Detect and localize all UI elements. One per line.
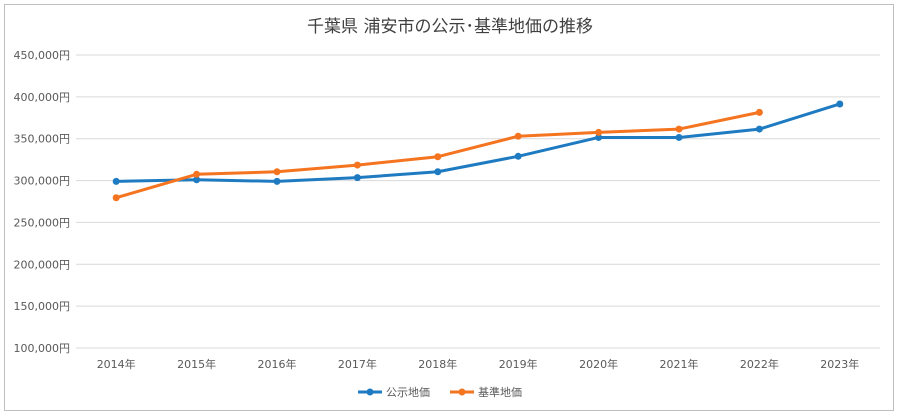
y-tick-label: 100,000円 (14, 342, 71, 355)
chart-title: 千葉県 浦安市の公示･基準地価の推移 (307, 17, 593, 37)
data-point (353, 174, 361, 182)
data-point (675, 133, 683, 141)
data-point (273, 168, 281, 176)
x-tick-label: 2017年 (338, 357, 377, 371)
x-tick-label: 2014年 (97, 357, 136, 371)
data-point (112, 177, 120, 185)
series-lines (112, 100, 844, 202)
legend-item: 基準地価 (450, 385, 522, 399)
data-point (755, 108, 763, 116)
data-point (273, 177, 281, 185)
data-point (595, 133, 603, 141)
y-tick-label: 400,000円 (14, 91, 71, 104)
data-point (353, 161, 361, 169)
legend-label: 基準地価 (478, 385, 522, 399)
y-tick-label: 450,000円 (14, 49, 71, 62)
y-tick-label: 300,000円 (14, 175, 71, 188)
data-point (434, 153, 442, 161)
data-point (675, 125, 683, 133)
x-tick-label: 2020年 (579, 357, 618, 371)
data-point (755, 125, 763, 133)
x-tick-label: 2019年 (499, 357, 538, 371)
data-point (193, 170, 201, 178)
legend: 公示地価 基準地価 (358, 385, 522, 399)
x-tick-label: 2016年 (258, 357, 297, 371)
x-tick-label: 2015年 (177, 357, 216, 371)
y-tick-label: 250,000円 (14, 216, 71, 229)
x-axis-ticks: 2014年 2015年 2016年 2017年 2018年 2019年 2020年 2021年… (97, 357, 860, 371)
legend-item: 公示地価 (358, 386, 430, 399)
y-tick-label: 350,000円 (14, 133, 71, 146)
chart-frame (4, 4, 894, 411)
legend-marker (458, 388, 466, 396)
data-point (112, 194, 120, 202)
data-point (595, 128, 603, 136)
legend-marker (366, 388, 374, 396)
data-point (514, 152, 522, 160)
series-line (116, 102, 841, 183)
data-point (193, 176, 201, 184)
y-axis-ticks: 100,000円 150,000円 200,000円 250,000円 300,000円… (14, 49, 71, 355)
gridlines (76, 54, 880, 349)
series-2 (112, 108, 763, 202)
y-tick-label: 150,000円 (14, 300, 71, 313)
series-1 (112, 100, 844, 185)
x-tick-label: 2023年 (820, 357, 859, 371)
x-tick-label: 2021年 (660, 357, 699, 371)
x-tick-label: 2022年 (740, 357, 779, 371)
x-tick-label: 2018年 (418, 357, 457, 371)
data-point (434, 168, 442, 176)
data-point (836, 100, 844, 108)
data-point (514, 132, 522, 140)
legend-label: 公示地価 (386, 386, 430, 399)
y-tick-label: 200,000円 (14, 258, 71, 271)
